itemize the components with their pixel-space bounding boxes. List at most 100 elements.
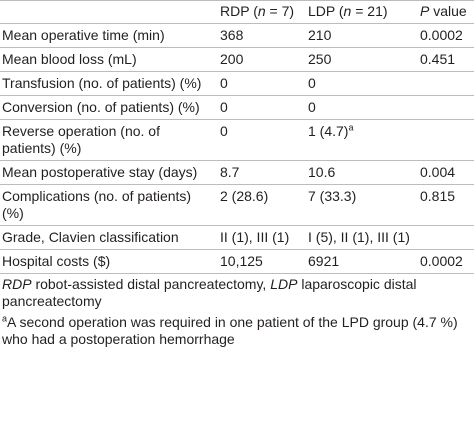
cell-text: 368 [220,27,244,43]
table-row: Mean postoperative stay (days) 8.7 10.6 0.0… [0,160,474,185]
cell: 0 [218,95,306,120]
cell-text: Complications (no. of patients) (%) [2,188,192,221]
cell: 0.815 [418,184,474,226]
table-row: Mean blood loss (mL) 200 250 0.451 [0,47,474,72]
italic-text: RDP [2,276,32,292]
table-row: Conversion (no. of patients) (%) 0 0 [0,95,474,120]
cell: 1 (4.7)a [306,119,418,161]
cell-text: 0 [220,123,228,139]
superscript: a [348,122,354,133]
italic-text: LDP [270,276,298,292]
footnote-text: A second operation was required in one p… [2,314,458,347]
row-label: Mean operative time (min) [0,23,218,48]
footnote: aA second operation was required in one … [0,312,474,350]
cell-text: Reverse operation (no. of patients) (%) [2,123,160,156]
cell: 0.004 [418,160,474,185]
header-cell: LDP (n = 21) [306,0,418,24]
cell: 0 [218,71,306,96]
table-row: Mean operative time (min) 368 210 0.0002 [0,23,474,48]
footnotes: RDP robot-assisted distal pancreatectomy… [0,274,474,350]
cell: 0.0002 [418,249,474,274]
cell: II (1), III (1) [218,225,306,250]
table-row: Hospital costs ($) 10,125 6921 0.0002 [0,249,474,274]
cell-text: 7 (33.3) [308,188,357,204]
cell-text: 0.815 [420,188,456,204]
row-label: Mean postoperative stay (days) [0,160,218,185]
row-label: Transfusion (no. of patients) (%) [0,71,218,96]
cell [418,225,474,250]
cell-text: Grade, Clavien classification [2,229,179,245]
cell-text: 200 [220,51,244,67]
cell: 6921 [306,249,418,274]
cell-text: Mean operative time (min) [2,27,165,43]
cell-text: 0 [308,75,316,91]
superscript: a [2,313,8,324]
row-label: Complications (no. of patients) (%) [0,184,218,226]
cell: 8.7 [218,160,306,185]
cell: I (5), II (1), III (1) [306,225,418,250]
cell: 2 (28.6) [218,184,306,226]
cell-text: 0.451 [420,51,456,67]
row-label: Mean blood loss (mL) [0,47,218,72]
cell-text: Mean blood loss (mL) [2,51,137,67]
cell-text: 0.0002 [420,253,463,269]
cell [418,119,474,161]
cell-text: Mean postoperative stay (days) [2,164,198,180]
header-cell: RDP (n = 7) [218,0,306,24]
cell-text: 0 [220,99,228,115]
text: laparoscopic distal pancreatectomy [2,276,417,309]
cell-text: 0.004 [420,164,456,180]
cell-text: Transfusion (no. of patients) (%) [2,75,202,91]
text: robot-assisted distal pancreatectomy, [31,276,271,292]
cell: 0.0002 [418,23,474,48]
cell: 200 [218,47,306,72]
cell [418,95,474,120]
header-cell: P value [418,0,474,24]
cell-text: 10.6 [308,164,336,180]
row-label: Grade, Clavien classification [0,225,218,250]
cell-text: 0 [308,99,316,115]
cell-text: 10,125 [220,253,263,269]
abbreviation-note: RDP robot-assisted distal pancreatectomy… [0,274,474,312]
row-label: Hospital costs ($) [0,249,218,274]
cell: 210 [306,23,418,48]
cell: 368 [218,23,306,48]
text: RDP ( [220,3,258,19]
header-row: RDP (n = 7) LDP (n = 21) P value [0,0,474,24]
cell-text: 8.7 [220,164,240,180]
text: value [429,3,467,19]
cell [418,71,474,96]
results-table: RDP (n = 7) LDP (n = 21) P value Mean opera… [0,0,474,274]
table-row: Grade, Clavien classification II (1), III… [0,225,474,250]
cell-text: 0.0002 [420,27,463,43]
cell: 250 [306,47,418,72]
cell-text: I (5), II (1), III (1) [308,229,410,245]
italic-text: P [420,3,430,19]
table-row: Reverse operation (no. of patients) (%) 0… [0,119,474,161]
cell: 7 (33.3) [306,184,418,226]
cell: 0 [306,71,418,96]
cell-text: Hospital costs ($) [2,253,111,269]
text: LDP ( [308,3,344,19]
cell: 0 [218,119,306,161]
cell-text: 210 [308,27,332,43]
cell-text: II (1), III (1) [220,229,290,245]
cell-text: 250 [308,51,332,67]
cell: 10,125 [218,249,306,274]
table-row: Transfusion (no. of patients) (%) 0 0 [0,71,474,96]
cell: 0 [306,95,418,120]
row-label: Conversion (no. of patients) (%) [0,95,218,120]
table-row: Complications (no. of patients) (%) 2 (28… [0,184,474,226]
cell: 0.451 [418,47,474,72]
text: = 7) [265,3,295,19]
header-cell [0,0,218,24]
italic-text: n [257,3,266,19]
cell-text: 0 [220,75,228,91]
cell-text: 2 (28.6) [220,188,269,204]
text: = 21) [351,3,388,19]
cell: 10.6 [306,160,418,185]
cell-text: 1 (4.7) [308,123,349,139]
row-label: Reverse operation (no. of patients) (%) [0,119,218,161]
cell-text: 6921 [308,253,340,269]
